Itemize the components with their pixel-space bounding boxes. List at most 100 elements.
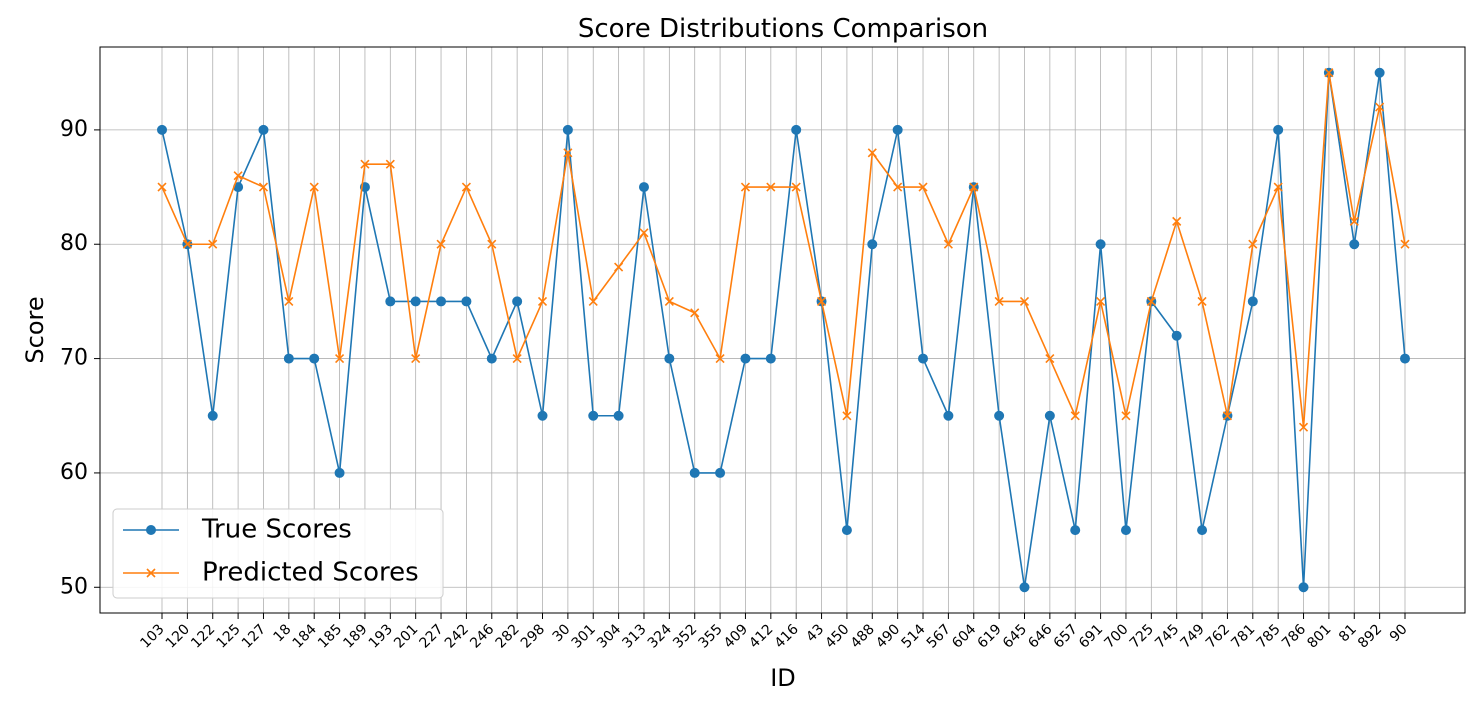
data-point bbox=[436, 239, 446, 249]
x-tick-label: 125 bbox=[214, 621, 244, 651]
x-tick-label: 227 bbox=[416, 621, 446, 651]
data-point bbox=[283, 353, 294, 364]
data-point bbox=[537, 410, 548, 421]
y-axis-title: Score bbox=[21, 296, 49, 363]
data-point bbox=[841, 525, 852, 536]
data-point bbox=[918, 353, 929, 364]
y-axis: 50 60 70 80 90 bbox=[60, 117, 100, 599]
chart-title: Score Distributions Comparison bbox=[578, 14, 988, 44]
y-tick-label: 80 bbox=[60, 231, 88, 256]
x-tick-label: 700 bbox=[1101, 621, 1131, 651]
data-point bbox=[1146, 296, 1156, 306]
x-tick-label: 450 bbox=[822, 621, 852, 651]
data-point bbox=[1400, 239, 1410, 249]
data-point bbox=[943, 239, 953, 249]
series-lines bbox=[157, 67, 1410, 593]
data-point bbox=[385, 159, 395, 169]
x-tick-label: 103 bbox=[137, 621, 167, 651]
data-point bbox=[461, 296, 472, 307]
data-point bbox=[613, 410, 624, 421]
data-point bbox=[1349, 216, 1359, 226]
data-point bbox=[436, 296, 447, 307]
x-tick-label: 786 bbox=[1279, 621, 1309, 651]
legend-entry: True Scores bbox=[123, 515, 352, 545]
data-point bbox=[994, 296, 1004, 306]
data-point bbox=[715, 354, 725, 364]
x-tick-label: 645 bbox=[1000, 621, 1030, 651]
data-point bbox=[258, 124, 269, 135]
data-point bbox=[867, 239, 878, 250]
data-point bbox=[867, 148, 877, 158]
x-tick-label: 122 bbox=[188, 621, 218, 651]
data-point bbox=[208, 239, 218, 249]
x-tick-label: 619 bbox=[975, 621, 1005, 651]
x-tick-label: 193 bbox=[366, 621, 396, 651]
data-point bbox=[486, 353, 497, 364]
data-point bbox=[1273, 124, 1284, 135]
data-point bbox=[512, 296, 523, 307]
data-point bbox=[588, 410, 599, 421]
data-point bbox=[740, 353, 751, 364]
data-point bbox=[715, 467, 726, 478]
x-tick-label: 488 bbox=[848, 621, 878, 651]
x-tick-label: 604 bbox=[949, 621, 979, 651]
x-tick-label: 490 bbox=[873, 621, 903, 651]
grid-lines bbox=[100, 47, 1465, 613]
legend-marker bbox=[146, 525, 156, 535]
data-point bbox=[411, 354, 421, 364]
data-point bbox=[893, 182, 903, 192]
data-point bbox=[537, 296, 548, 306]
x-tick-label: 416 bbox=[772, 621, 802, 651]
data-point bbox=[639, 228, 649, 238]
data-point bbox=[638, 182, 649, 193]
data-point bbox=[1273, 182, 1283, 192]
x-tick-label: 785 bbox=[1254, 621, 1284, 651]
data-point bbox=[1070, 411, 1080, 421]
x-tick-label: 324 bbox=[645, 621, 675, 651]
data-point bbox=[461, 182, 471, 192]
plot-area-frame bbox=[99, 46, 1466, 614]
data-point bbox=[1298, 422, 1309, 432]
data-point bbox=[233, 171, 243, 181]
data-point bbox=[765, 353, 776, 364]
data-point bbox=[309, 353, 320, 364]
data-point bbox=[1121, 411, 1131, 421]
series-line bbox=[161, 72, 1406, 588]
data-point bbox=[157, 124, 167, 135]
x-tick-label: 185 bbox=[315, 621, 345, 651]
y-tick-label: 70 bbox=[60, 346, 88, 371]
legend: True Scores Predicted Scores bbox=[112, 508, 444, 599]
data-point bbox=[1374, 67, 1385, 78]
data-point bbox=[334, 467, 345, 478]
data-point bbox=[157, 182, 167, 192]
data-point bbox=[969, 182, 979, 192]
legend-label: True Scores bbox=[201, 515, 352, 545]
x-tick-label: 409 bbox=[721, 621, 751, 651]
x-tick-label: 352 bbox=[670, 621, 700, 651]
x-tick-label: 301 bbox=[569, 621, 599, 651]
data-point bbox=[892, 124, 903, 135]
x-tick-label: 246 bbox=[467, 621, 497, 651]
data-point bbox=[1044, 410, 1055, 421]
data-point bbox=[487, 239, 497, 249]
x-tick-label: 892 bbox=[1355, 621, 1385, 651]
data-point bbox=[1096, 296, 1106, 306]
data-point bbox=[207, 410, 218, 421]
data-point bbox=[918, 182, 928, 192]
data-point bbox=[1019, 582, 1030, 593]
data-point bbox=[1222, 411, 1232, 421]
y-tick-label: 60 bbox=[60, 460, 88, 485]
data-point bbox=[1349, 239, 1360, 250]
x-tick-label: 304 bbox=[594, 621, 624, 651]
data-point bbox=[563, 148, 573, 158]
data-point bbox=[385, 296, 396, 307]
data-point bbox=[690, 308, 700, 318]
data-point bbox=[1171, 330, 1182, 341]
x-tick-label: 184 bbox=[290, 621, 320, 651]
x-tick-label: 127 bbox=[239, 621, 269, 651]
series-predicted-scores bbox=[157, 68, 1410, 432]
x-tick-label: 90 bbox=[1387, 621, 1411, 645]
data-point bbox=[309, 182, 319, 192]
x-tick-label: 514 bbox=[898, 621, 928, 651]
